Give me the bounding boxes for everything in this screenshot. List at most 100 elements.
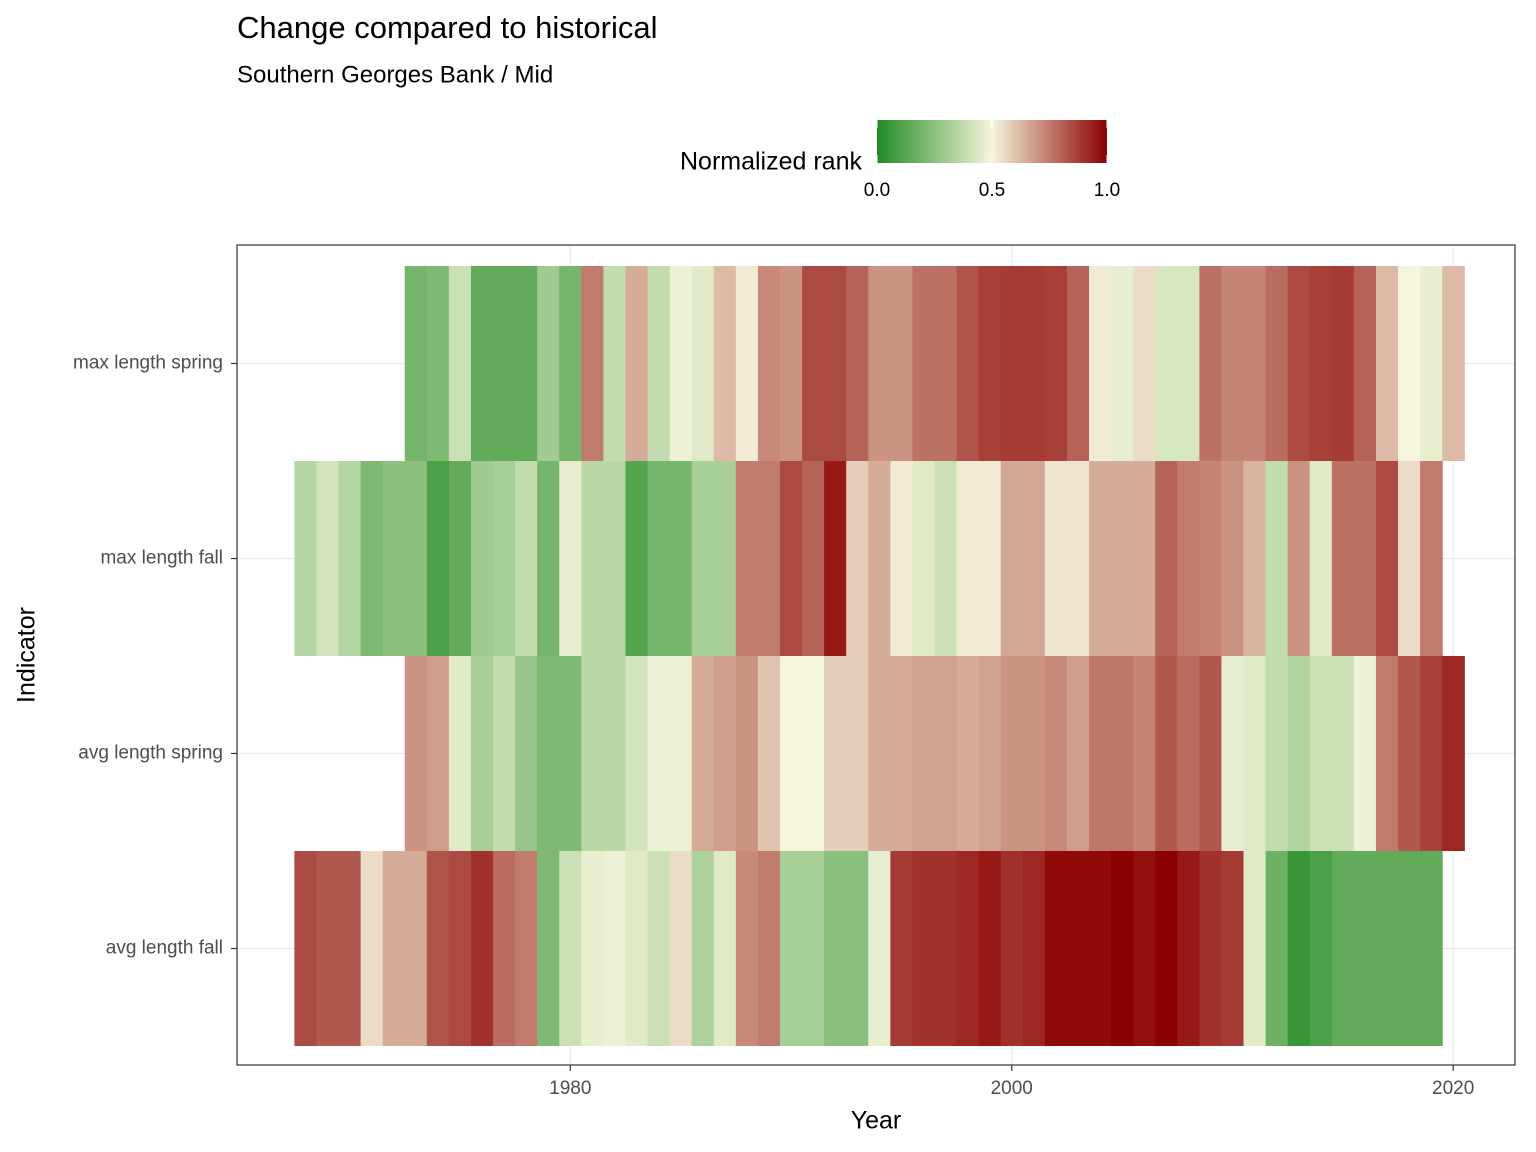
- heat-tile: [1177, 461, 1200, 656]
- heat-tile: [713, 461, 737, 656]
- heat-tile: [1309, 461, 1333, 656]
- heat-tile: [890, 266, 914, 461]
- heat-tile: [1353, 266, 1377, 461]
- heat-tile: [1287, 851, 1311, 1046]
- heat-tile: [603, 266, 627, 461]
- heat-tile: [470, 656, 494, 851]
- heat-tile: [581, 461, 605, 656]
- heat-tile: [647, 851, 671, 1046]
- heat-tile: [537, 656, 560, 851]
- heat-tile: [338, 851, 362, 1046]
- heat-tile: [1375, 266, 1399, 461]
- heat-tile: [316, 851, 340, 1046]
- heat-tile: [824, 266, 847, 461]
- heat-tile: [493, 266, 516, 461]
- heat-tile: [824, 656, 847, 851]
- heat-tile: [1221, 851, 1245, 1046]
- heat-tile: [1199, 851, 1223, 1046]
- heat-tile: [559, 266, 582, 461]
- heat-tile: [1265, 851, 1289, 1046]
- heat-tile: [890, 461, 914, 656]
- heat-tile: [713, 266, 737, 461]
- heat-tile: [493, 461, 516, 656]
- heat-tile: [669, 656, 693, 851]
- heat-tile: [1420, 851, 1443, 1046]
- legend-tick-label: 0.0: [864, 180, 890, 201]
- heat-tile: [404, 461, 428, 656]
- heat-tile: [294, 461, 318, 656]
- heat-tile: [647, 266, 671, 461]
- heat-tile: [603, 461, 627, 656]
- heat-tile: [1265, 656, 1289, 851]
- heat-tile: [1331, 461, 1355, 656]
- heat-tile: [647, 461, 671, 656]
- y-tick-label: max length fall: [100, 548, 223, 569]
- heat-tile: [1221, 266, 1245, 461]
- heat-tile: [581, 266, 605, 461]
- heat-tile: [757, 851, 781, 1046]
- heat-tile: [1089, 851, 1112, 1046]
- heat-tile: [515, 851, 538, 1046]
- heat-tile: [1044, 656, 1068, 851]
- heat-tile: [1022, 656, 1046, 851]
- heat-tile: [404, 266, 428, 461]
- heat-tile: [426, 656, 450, 851]
- heat-tile: [978, 266, 1002, 461]
- heat-tile: [1331, 656, 1355, 851]
- heat-tile: [735, 851, 759, 1046]
- heat-tile: [912, 656, 936, 851]
- x-axis-label: Year: [851, 1107, 902, 1135]
- x-tick-label: 1980: [549, 1078, 591, 1099]
- heat-tile: [581, 851, 605, 1046]
- x-tick-label: 2000: [991, 1078, 1033, 1099]
- heat-tile: [735, 656, 759, 851]
- heat-tile: [890, 656, 914, 851]
- heat-tile: [603, 851, 627, 1046]
- heat-tile: [382, 461, 406, 656]
- heat-tile: [1089, 266, 1112, 461]
- heat-tile: [934, 266, 958, 461]
- heat-tile: [1066, 851, 1090, 1046]
- heat-tile: [956, 851, 980, 1046]
- heat-tile: [404, 656, 428, 851]
- heat-tile: [382, 851, 406, 1046]
- heat-tile: [1375, 851, 1399, 1046]
- heat-tile: [1000, 461, 1024, 656]
- heat-tile: [1442, 266, 1465, 461]
- heat-tile: [1111, 461, 1134, 656]
- heat-tile: [1398, 461, 1421, 656]
- heat-tile: [868, 656, 891, 851]
- heat-tile: [515, 461, 538, 656]
- heat-tile: [1243, 656, 1267, 851]
- heat-tile: [779, 266, 803, 461]
- heat-tile: [1287, 266, 1311, 461]
- heat-tile: [1133, 266, 1156, 461]
- heat-tile: [868, 461, 891, 656]
- heat-tile: [515, 266, 538, 461]
- heat-tile: [978, 851, 1002, 1046]
- heat-tile: [426, 461, 450, 656]
- heat-tile: [1022, 851, 1046, 1046]
- heat-tile: [1420, 461, 1443, 656]
- heat-tile: [1265, 266, 1289, 461]
- heat-tile: [360, 461, 384, 656]
- heat-tile: [426, 851, 450, 1046]
- heat-tile: [537, 266, 560, 461]
- heat-tile: [625, 266, 649, 461]
- heat-tile: [294, 851, 318, 1046]
- heat-tile: [1287, 656, 1311, 851]
- heat-tile: [956, 461, 980, 656]
- heat-tile: [537, 461, 560, 656]
- heat-tile: [1199, 266, 1223, 461]
- chart-subtitle: Southern Georges Bank / Mid: [237, 61, 553, 88]
- heat-tile: [713, 656, 737, 851]
- heat-tile: [802, 266, 825, 461]
- heat-tile: [802, 656, 825, 851]
- heat-tile: [1243, 266, 1267, 461]
- heat-tile: [1309, 851, 1333, 1046]
- legend-tick-label: 1.0: [1094, 180, 1120, 201]
- x-tick-label: 2020: [1432, 1078, 1474, 1099]
- heat-tile: [625, 851, 649, 1046]
- heat-tile: [1420, 656, 1443, 851]
- heat-tile: [625, 656, 649, 851]
